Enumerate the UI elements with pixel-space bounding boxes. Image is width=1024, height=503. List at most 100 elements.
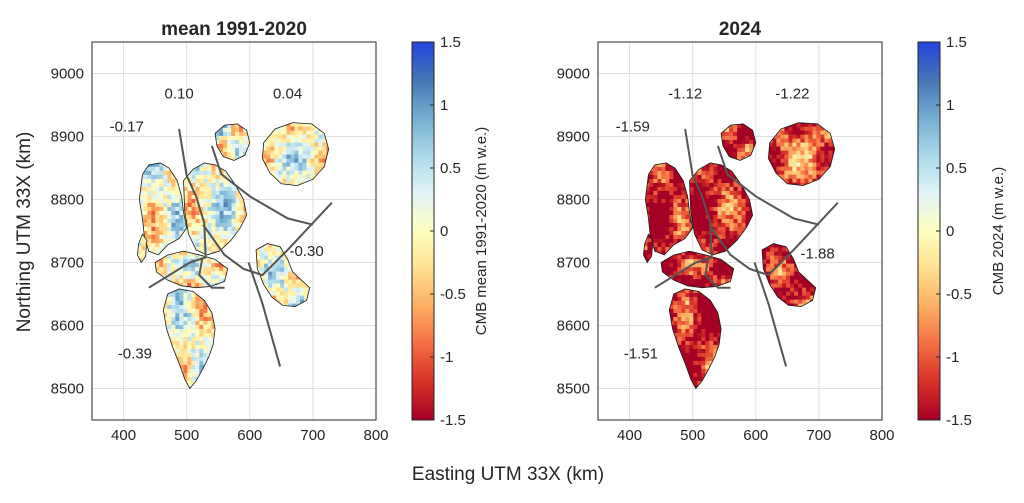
x-tick-label: 700 xyxy=(300,427,325,444)
glacier-outline xyxy=(761,243,817,308)
region-divider xyxy=(708,201,839,277)
panel-2024: 2024 400 500 600 700 800 8500 8600 8700 8800 890… xyxy=(557,19,895,444)
colorbar-tick-label: 0 xyxy=(946,223,954,240)
region-divider xyxy=(654,128,713,289)
region-value-label: -1.59 xyxy=(616,118,650,135)
region-value-label: -0.30 xyxy=(289,243,323,260)
panel-title: mean 1991-2020 xyxy=(161,19,307,40)
glacier-region xyxy=(661,251,734,288)
glacier-outline xyxy=(162,288,216,390)
colorbar-label: CMB mean 1991-2020 (m w.e.) xyxy=(473,127,490,335)
region-divider xyxy=(704,257,731,289)
axes-box xyxy=(91,41,377,421)
colorbar-mean: -1.5 -1 -0.5 0 0.5 1 1.5 CMB mean 1991-2020 (m… xyxy=(411,34,490,429)
region-value-labels: -1.59 -1.12 -1.22 -1.88 -1.51 xyxy=(616,86,835,363)
region-dividers xyxy=(654,128,839,367)
x-tick-label: 800 xyxy=(363,427,388,444)
region-divider xyxy=(148,128,207,289)
region-value-label: 0.04 xyxy=(273,86,302,103)
glacier-outline xyxy=(668,288,722,390)
glacier-outline xyxy=(214,123,251,161)
colorbar-tick-label: 1.5 xyxy=(946,34,967,51)
region-divider xyxy=(753,262,788,367)
colorbar-tick-label: -1 xyxy=(440,349,453,366)
colorbar-2024: -1.5 -1 -0.5 0 0.5 1 1.5 CMB 2024 (m w.e.) xyxy=(917,34,1007,429)
region-value-label: -0.39 xyxy=(118,345,152,362)
colorbar-tick-label: -0.5 xyxy=(946,286,972,303)
y-tick-label: 8600 xyxy=(51,318,84,335)
y-tick-label: 8900 xyxy=(51,129,84,146)
glacier-region xyxy=(721,123,756,161)
colorbar-tick-label: -1.5 xyxy=(946,412,972,429)
glacier-outline xyxy=(261,122,330,187)
y-axis-label: Northing UTM 33X (km) xyxy=(14,132,35,333)
x-tick-label: 600 xyxy=(237,427,262,444)
colorbar-tick-label: 0.5 xyxy=(440,160,461,177)
y-tick-label: 9000 xyxy=(51,66,84,83)
y-tick-labels: 8500 8600 8700 8800 8900 9000 xyxy=(557,66,590,398)
x-tick-label: 400 xyxy=(617,427,642,444)
x-tick-labels: 400 500 600 700 800 xyxy=(617,427,894,444)
x-tick-label: 600 xyxy=(743,427,768,444)
y-tick-label: 8800 xyxy=(51,192,84,209)
colorbar-ticks: -1.5 -1 -0.5 0 0.5 1 1.5 xyxy=(430,34,466,429)
glacier-outline xyxy=(138,162,188,256)
glacier-region xyxy=(155,251,228,288)
region-value-label: -1.88 xyxy=(801,246,835,263)
region-divider xyxy=(202,201,333,277)
colorbar-label: CMB 2024 (m w.e.) xyxy=(990,167,1007,295)
colorbar-tick-label: 0.5 xyxy=(946,160,967,177)
region-value-label: -0.17 xyxy=(110,118,144,135)
colorbar-tick-label: 1 xyxy=(440,97,448,114)
region-value-label: -1.22 xyxy=(775,86,809,103)
y-tick-label: 8800 xyxy=(557,192,590,209)
glacier-outline xyxy=(644,162,694,256)
y-tick-label: 8500 xyxy=(557,381,590,398)
axes-box xyxy=(597,41,883,421)
region-divider xyxy=(716,145,820,226)
y-tick-labels: 8500 8600 8700 8800 8900 9000 xyxy=(51,66,84,398)
glacier-region xyxy=(163,288,216,389)
x-tick-label: 700 xyxy=(806,427,831,444)
y-tick-label: 8500 xyxy=(51,381,84,398)
glacier-outline xyxy=(255,243,311,308)
x-tick-label: 500 xyxy=(174,427,199,444)
panel-mean: mean 1991-2020 400 500 600 700 800 850086008… xyxy=(51,19,389,444)
panel-title: 2024 xyxy=(719,19,762,40)
y-tick-label: 8700 xyxy=(557,255,590,272)
y-tick-label: 8600 xyxy=(557,318,590,335)
y-tick-label: 9000 xyxy=(557,66,590,83)
glacier-region xyxy=(669,288,722,389)
x-tick-label: 800 xyxy=(869,427,894,444)
colorbar-tick-label: -0.5 xyxy=(440,286,466,303)
y-tick-label: 8700 xyxy=(51,255,84,272)
region-divider xyxy=(247,262,282,367)
x-tick-labels: 400 500 600 700 800 xyxy=(111,427,388,444)
region-value-label: 0.10 xyxy=(164,86,193,103)
region-value-label: -1.12 xyxy=(668,86,702,103)
glacier-outline xyxy=(767,122,836,187)
glacier-outline xyxy=(689,162,754,256)
region-divider xyxy=(198,257,225,289)
glacier-outline xyxy=(154,250,229,289)
colorbar-ticks: -1.5 -1 -0.5 0 0.5 1 1.5 xyxy=(936,34,972,429)
glacier-outline xyxy=(720,123,757,161)
y-tick-label: 8900 xyxy=(557,129,590,146)
colorbar-tick-label: -1.5 xyxy=(440,412,466,429)
region-divider xyxy=(210,145,314,226)
glacier-outline xyxy=(137,233,148,264)
glacier-outline xyxy=(643,233,654,264)
x-axis-label: Easting UTM 33X (km) xyxy=(412,464,604,485)
colorbar-tick-label: 1 xyxy=(946,97,954,114)
glacier-outline xyxy=(183,162,248,256)
colorbar-tick-label: -1 xyxy=(946,349,959,366)
x-tick-label: 500 xyxy=(680,427,705,444)
colorbar-tick-label: 0 xyxy=(440,223,448,240)
colorbar-tick-label: 1.5 xyxy=(440,34,461,51)
glacier-outline xyxy=(660,250,735,289)
region-value-label: -1.51 xyxy=(624,345,658,362)
x-tick-label: 400 xyxy=(111,427,136,444)
region-dividers xyxy=(148,128,333,367)
region-value-labels: -0.17 0.10 0.04 -0.30 -0.39 xyxy=(110,86,324,363)
